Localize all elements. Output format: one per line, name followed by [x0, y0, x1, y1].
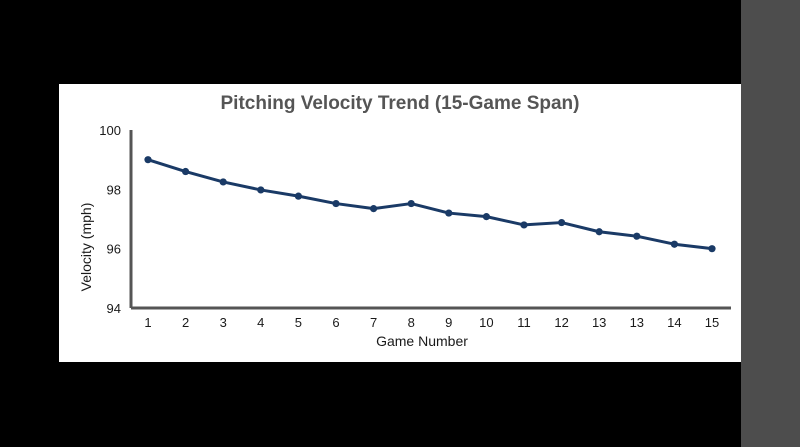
- x-tick-label: 8: [408, 315, 415, 330]
- data-point: [257, 186, 265, 194]
- x-tick-label: 5: [295, 315, 302, 330]
- velocity-chart: Pitching Velocity Trend (15-Game Span) 9…: [78, 93, 731, 349]
- data-point: [332, 199, 340, 208]
- data-point: [182, 167, 190, 176]
- data-point: [520, 221, 528, 229]
- x-tick-label: 2: [182, 315, 189, 330]
- x-tick-label: 11: [517, 315, 531, 330]
- data-point: [445, 209, 453, 217]
- chart-card: Pitching Velocity Trend (15-Game Span) 9…: [59, 84, 741, 362]
- x-tick-label: 13: [592, 315, 606, 330]
- side-strip: [741, 0, 800, 447]
- y-tick-label: 100: [99, 123, 121, 138]
- chart-title: Pitching Velocity Trend (15-Game Span): [221, 93, 580, 114]
- x-axis-label: Game Number: [376, 333, 468, 349]
- data-point: [708, 245, 716, 253]
- data-point: [633, 232, 641, 240]
- x-tick-label: 4: [257, 315, 264, 330]
- y-tick-label: 96: [107, 242, 121, 257]
- x-tick-labels: 1 2 3 4 5 6 7 8 9 10 11 12 13 13 14 15: [144, 315, 719, 330]
- data-point: [670, 240, 679, 248]
- x-tick-label: 14: [667, 315, 681, 330]
- x-tick-label: 9: [445, 315, 452, 330]
- x-tick-label: 7: [370, 315, 377, 330]
- y-tick-label: 98: [107, 182, 121, 197]
- x-tick-label: 10: [479, 315, 493, 330]
- x-tick-label: 13: [630, 315, 644, 330]
- data-point: [370, 205, 378, 213]
- data-point: [558, 218, 566, 227]
- data-point: [144, 156, 152, 164]
- x-tick-label: 1: [144, 315, 151, 330]
- data-point: [407, 199, 415, 208]
- x-tick-label: 15: [705, 315, 719, 330]
- x-tick-label: 3: [220, 315, 227, 330]
- x-tick-label: 12: [554, 315, 568, 330]
- x-tick-label: 6: [332, 315, 339, 330]
- data-point: [595, 228, 603, 236]
- data-points: [144, 156, 716, 253]
- y-tick-label: 94: [107, 301, 121, 316]
- data-point: [482, 213, 490, 221]
- y-tick-labels: 94 96 98 100: [99, 123, 121, 316]
- data-point: [219, 178, 227, 186]
- data-point: [294, 192, 302, 200]
- velocity-series-line: [147, 158, 713, 251]
- y-axis-label: Velocity (mph): [78, 203, 94, 292]
